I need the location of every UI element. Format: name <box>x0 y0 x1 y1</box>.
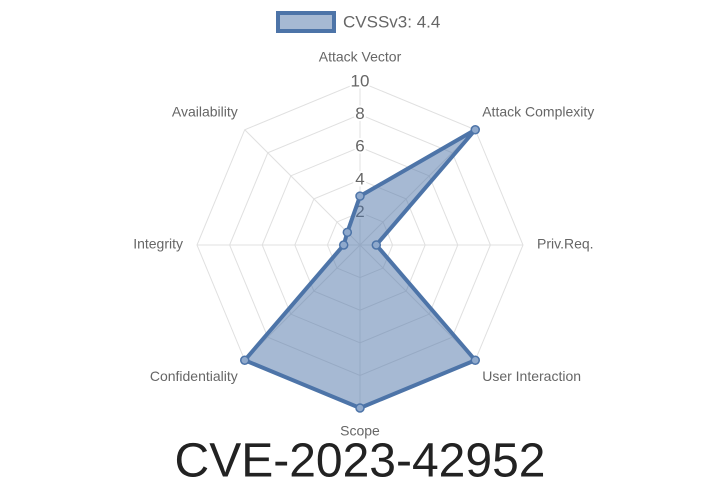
axis-label: Attack Vector <box>319 49 402 65</box>
data-point <box>470 355 481 366</box>
data-point <box>371 240 382 250</box>
r-tick-label: 8 <box>355 104 364 123</box>
data-point <box>342 227 353 238</box>
r-tick-label: 4 <box>355 169 364 188</box>
spoke <box>244 129 361 246</box>
axis-label: Scope <box>340 423 380 439</box>
data-point <box>355 191 365 201</box>
axis-label: Confidentiality <box>150 368 238 384</box>
data-point <box>470 124 481 135</box>
data-point <box>355 403 365 413</box>
axis-label: Integrity <box>133 236 183 252</box>
legend-swatch <box>276 11 336 33</box>
axis-label: Priv.Req. <box>537 236 594 252</box>
data-point <box>338 240 349 250</box>
data-point <box>239 355 250 366</box>
axis-label: Attack Complexity <box>482 103 594 119</box>
legend-label: CVSSv3: 4.4 <box>343 12 440 31</box>
axis-label: User Interaction <box>482 368 581 384</box>
axis-label: Availability <box>172 103 238 119</box>
chart-title: CVE-2023-42952 <box>175 435 546 488</box>
r-tick-label: 6 <box>355 137 364 156</box>
r-tick-label: 10 <box>351 71 370 90</box>
